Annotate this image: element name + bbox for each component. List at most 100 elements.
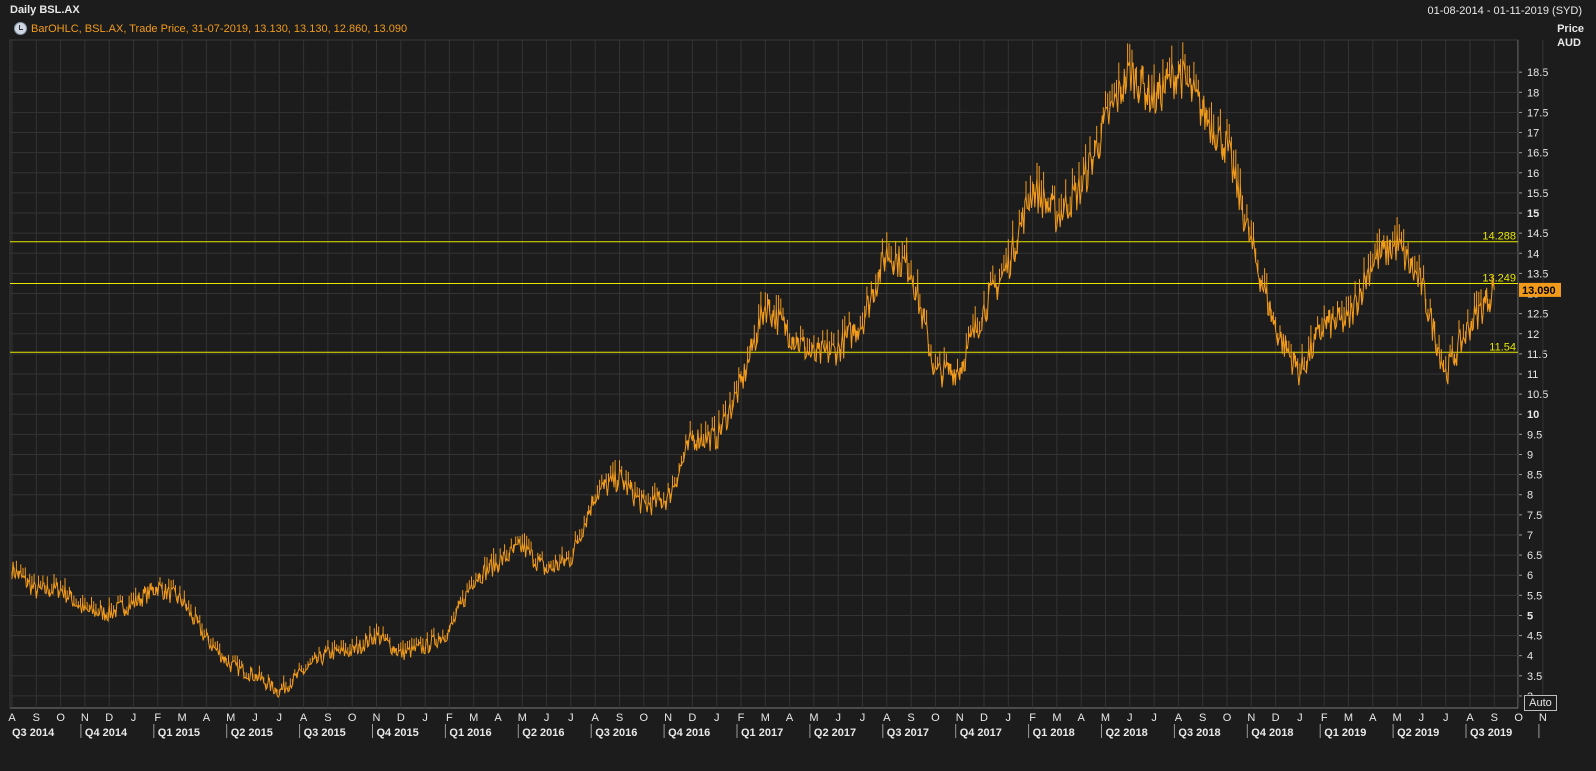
x-quarter-label: Q1 2018	[1033, 727, 1075, 739]
x-month-label: N	[1539, 712, 1547, 724]
y-tick-label: 18.5	[1527, 67, 1548, 79]
x-quarter-label: Q1 2019	[1324, 727, 1366, 739]
y-tick-label: 16.5	[1527, 148, 1548, 160]
x-quarter-label: Q3 2019	[1470, 727, 1512, 739]
date-range[interactable]: 01-08-2014 - 01-11-2019 (SYD)	[1427, 5, 1583, 17]
x-month-label: A	[300, 712, 308, 724]
y-tick-label: 12	[1527, 329, 1539, 341]
x-month-label: F	[738, 712, 745, 724]
x-month-label: M	[178, 712, 187, 724]
y-tick-label: 9	[1527, 449, 1533, 461]
y-axis-label-text: Price AUD	[1557, 23, 1584, 49]
x-month-label: O	[1223, 712, 1232, 724]
y-tick-label: 13.5	[1527, 268, 1548, 280]
y-tick-label: 4.5	[1527, 631, 1542, 643]
x-month-label: A	[883, 712, 891, 724]
x-month-label: A	[786, 712, 794, 724]
x-quarter-label: Q3 2014	[12, 727, 55, 739]
x-quarter-label: Q2 2018	[1106, 727, 1148, 739]
x-quarter-label: Q3 2015	[304, 727, 346, 739]
y-tick-label: 7.5	[1527, 510, 1542, 522]
horizontal-level-label: 11.54	[1489, 341, 1516, 353]
y-tick-label: 14.5	[1527, 228, 1548, 240]
x-quarter-label: Q1 2017	[741, 727, 783, 739]
x-quarter-label: Q2 2017	[814, 727, 856, 739]
y-tick-label: 15	[1527, 208, 1539, 220]
x-month-label: O	[348, 712, 357, 724]
x-quarter-label: Q2 2019	[1397, 727, 1439, 739]
x-month-label: D	[980, 712, 988, 724]
x-month-label: A	[203, 712, 211, 724]
y-tick-label: 8	[1527, 490, 1533, 502]
x-month-label: S	[907, 712, 914, 724]
x-month-label: J	[714, 712, 720, 724]
x-quarter-label: Q2 2015	[231, 727, 273, 739]
y-tick-label: 10	[1527, 409, 1539, 421]
y-tick-label: 14	[1527, 248, 1539, 260]
x-month-label: F	[1029, 712, 1036, 724]
x-quarter-label: Q4 2018	[1251, 727, 1293, 739]
x-month-label: J	[1151, 712, 1157, 724]
x-month-label: N	[81, 712, 89, 724]
x-month-label: J	[1443, 712, 1449, 724]
x-month-label: A	[8, 712, 16, 724]
series-legend[interactable]: BarOHLC, BSL.AX, Trade Price, 31-07-2019…	[14, 22, 407, 35]
auto-scale-button[interactable]: Auto	[1524, 695, 1557, 711]
x-month-label: M	[226, 712, 235, 724]
x-month-label: J	[1297, 712, 1303, 724]
x-month-label: J	[277, 712, 283, 724]
y-tick-label: 6.5	[1527, 550, 1542, 562]
last-price-tag	[1519, 282, 1561, 297]
y-tick-label: 9.5	[1527, 429, 1542, 441]
x-month-label: M	[518, 712, 527, 724]
x-month-label: J	[252, 712, 258, 724]
y-tick-label: 18	[1527, 87, 1539, 99]
x-month-label: A	[1078, 712, 1086, 724]
x-month-label: O	[640, 712, 649, 724]
horizontal-level-label: 13.249	[1482, 272, 1516, 284]
y-tick-label: 5.5	[1527, 590, 1542, 602]
x-month-label: M	[1052, 712, 1061, 724]
y-tick-label: 3.5	[1527, 671, 1542, 683]
x-quarter-label: Q3 2016	[595, 727, 637, 739]
x-month-label: J	[860, 712, 866, 724]
x-month-label: O	[1514, 712, 1523, 724]
x-month-label: N	[1247, 712, 1255, 724]
y-tick-label: 16	[1527, 168, 1539, 180]
x-quarter-label: Q2 2016	[522, 727, 564, 739]
x-month-label: S	[616, 712, 623, 724]
x-month-label: A	[494, 712, 502, 724]
x-month-label: M	[1393, 712, 1402, 724]
price-series-line	[11, 42, 1495, 699]
x-month-label: F	[154, 712, 161, 724]
y-tick-label: 4	[1527, 651, 1533, 663]
x-month-label: D	[397, 712, 405, 724]
x-quarter-label: Q1 2016	[449, 727, 491, 739]
x-month-label: F	[446, 712, 453, 724]
y-tick-label: 8.5	[1527, 470, 1542, 482]
x-month-label: N	[373, 712, 381, 724]
x-quarter-label: Q4 2017	[960, 727, 1002, 739]
x-month-label: M	[761, 712, 770, 724]
x-month-label: A	[1369, 712, 1377, 724]
x-quarter-label: Q1 2015	[158, 727, 200, 739]
legend-text: BarOHLC, BSL.AX, Trade Price, 31-07-2019…	[31, 22, 408, 35]
x-month-label: N	[956, 712, 964, 724]
y-tick-label: 17.5	[1527, 107, 1548, 119]
y-tick-label: 7	[1527, 530, 1533, 542]
y-tick-label: 5	[1527, 610, 1533, 622]
x-month-label: S	[1491, 712, 1498, 724]
x-quarter-label: Q4 2015	[377, 727, 419, 739]
y-axis-label: Price AUD	[1557, 22, 1584, 50]
y-tick-label: 11.5	[1527, 349, 1548, 361]
horizontal-level-label: 14.288	[1482, 231, 1516, 243]
x-month-label: J	[422, 712, 428, 724]
x-month-label: O	[56, 712, 65, 724]
clock-icon[interactable]	[14, 22, 27, 35]
x-month-label: O	[931, 712, 940, 724]
x-month-label: J	[544, 712, 550, 724]
x-month-label: S	[324, 712, 331, 724]
x-month-label: J	[131, 712, 137, 724]
